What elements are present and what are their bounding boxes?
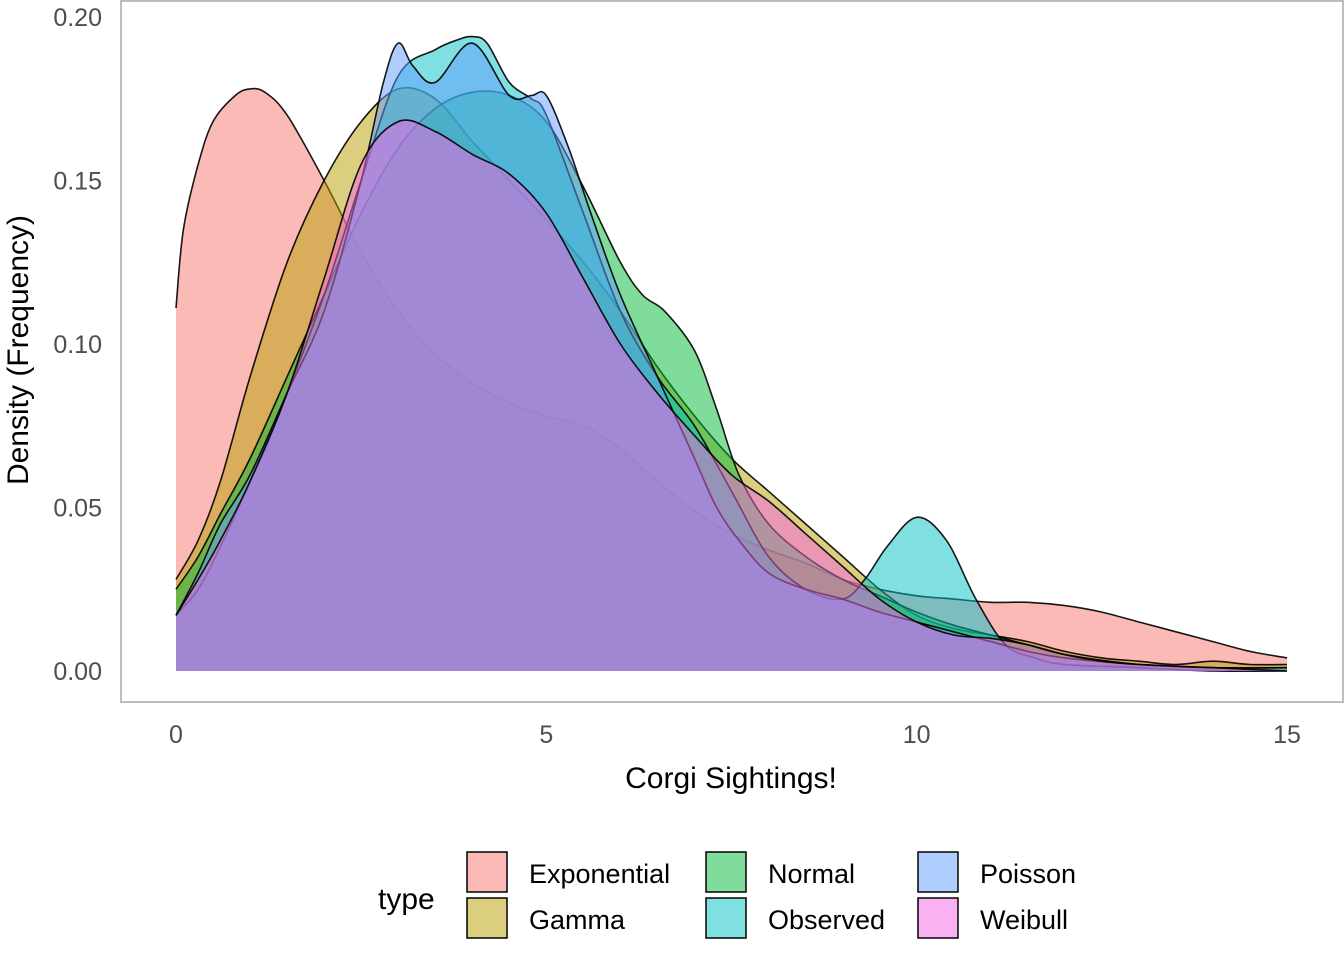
y-tick-label: 0.10 — [53, 331, 102, 359]
x-tick-label: 5 — [539, 721, 553, 749]
legend-label-weibull: Weibull — [980, 905, 1068, 935]
y-axis-title: Density (Frequency) — [2, 215, 35, 485]
y-tick-label: 0.05 — [53, 495, 102, 523]
y-tick-label: 0.00 — [53, 658, 102, 686]
x-axis-ticks: 0 5 10 15 — [169, 721, 1301, 749]
legend-label-poisson: Poisson — [980, 859, 1076, 889]
density-outline-weibull — [175, 119, 1288, 672]
x-tick-label: 0 — [169, 721, 183, 749]
legend-swatch-exponential — [466, 851, 508, 893]
x-axis-title: Corgi Sightings! — [625, 762, 837, 795]
series-layer — [175, 35, 1288, 673]
y-tick-label: 0.15 — [53, 168, 102, 196]
legend-title: type — [378, 883, 435, 916]
y-axis-ticks: 0.00 0.05 0.10 0.15 0.20 — [53, 4, 102, 686]
y-tick-label: 0.20 — [53, 4, 102, 32]
density-area-weibull — [176, 120, 1287, 671]
legend-swatch-poisson — [917, 851, 959, 893]
legend-swatch-weibull — [917, 897, 959, 939]
legend-label-exponential: Exponential — [529, 859, 670, 889]
x-tick-label: 15 — [1273, 721, 1301, 749]
legend-swatch-gamma — [466, 897, 508, 939]
legend-swatch-normal — [705, 851, 747, 893]
legend-label-normal: Normal — [768, 859, 855, 889]
legend-label-observed: Observed — [768, 905, 885, 935]
legend-swatch-observed — [705, 897, 747, 939]
legend: type Exponential Gamma Normal Observed Poiss… — [378, 851, 1076, 939]
x-tick-label: 10 — [903, 721, 931, 749]
legend-label-gamma: Gamma — [529, 905, 626, 935]
